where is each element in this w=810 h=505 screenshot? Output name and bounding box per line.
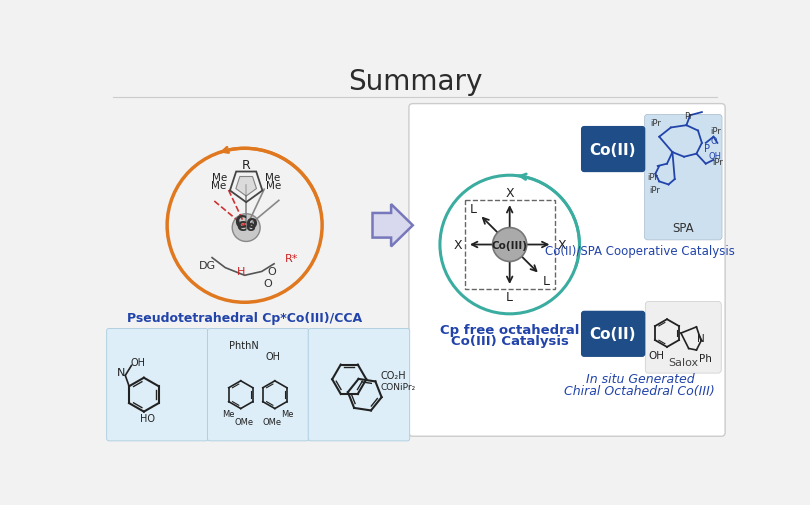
Text: P: P <box>705 144 710 154</box>
Text: OH: OH <box>648 350 664 360</box>
Text: Me: Me <box>281 410 293 419</box>
Text: Pr: Pr <box>684 112 693 120</box>
Text: O: O <box>267 267 276 277</box>
Text: iPr: iPr <box>713 158 723 167</box>
Text: N: N <box>697 333 705 343</box>
Text: L: L <box>506 290 514 303</box>
Text: Co(II)/SPA Cooperative Catalysis: Co(II)/SPA Cooperative Catalysis <box>545 245 735 258</box>
Text: Co(III) Catalysis: Co(III) Catalysis <box>450 335 569 347</box>
Text: X: X <box>454 238 462 251</box>
Text: Co: Co <box>237 220 256 234</box>
Text: X: X <box>557 238 566 251</box>
Text: Chiral Octahedral Co(III): Chiral Octahedral Co(III) <box>565 385 715 397</box>
Text: OH: OH <box>709 152 722 161</box>
Text: OH: OH <box>266 351 281 362</box>
Text: iPr: iPr <box>710 127 721 136</box>
FancyBboxPatch shape <box>107 329 208 441</box>
Text: L: L <box>543 275 550 288</box>
Circle shape <box>232 214 260 242</box>
Text: Ph: Ph <box>699 353 712 363</box>
Text: O: O <box>263 278 272 288</box>
Text: Cp free octahedral: Cp free octahedral <box>440 323 579 336</box>
Text: iPr: iPr <box>650 119 661 128</box>
Text: iPr: iPr <box>648 173 659 182</box>
Text: Co(III): Co(III) <box>492 240 527 250</box>
Text: OMe: OMe <box>262 417 281 426</box>
Text: Me: Me <box>266 181 282 191</box>
Text: Co: Co <box>234 214 258 232</box>
Text: CO₂H: CO₂H <box>380 371 406 381</box>
Circle shape <box>492 228 526 262</box>
Text: N: N <box>117 367 125 377</box>
Text: R: R <box>242 159 250 172</box>
Text: Co(II): Co(II) <box>590 327 636 342</box>
Text: R*: R* <box>284 253 298 263</box>
FancyBboxPatch shape <box>409 105 725 436</box>
Text: In situ Generated: In situ Generated <box>586 372 694 385</box>
Text: Salox: Salox <box>668 358 698 368</box>
Polygon shape <box>236 177 257 196</box>
Text: Co(II): Co(II) <box>590 142 636 157</box>
Text: X: X <box>505 187 514 200</box>
Text: Me: Me <box>222 410 235 419</box>
Text: Me: Me <box>211 181 226 191</box>
FancyBboxPatch shape <box>645 115 722 240</box>
FancyBboxPatch shape <box>207 329 309 441</box>
Text: HO: HO <box>140 413 156 423</box>
Text: CONiPr₂: CONiPr₂ <box>380 383 416 392</box>
FancyBboxPatch shape <box>308 329 410 441</box>
Text: OH: OH <box>130 358 145 368</box>
FancyArrow shape <box>373 205 413 247</box>
Text: Me: Me <box>212 173 228 183</box>
Text: SPA: SPA <box>672 222 694 235</box>
Text: DG: DG <box>199 261 216 271</box>
Text: O: O <box>711 137 718 146</box>
Text: Me: Me <box>265 173 280 183</box>
Text: OMe: OMe <box>234 417 254 426</box>
Text: H: H <box>237 267 245 277</box>
Text: PhthN: PhthN <box>229 340 258 350</box>
Text: L: L <box>470 202 476 215</box>
FancyBboxPatch shape <box>646 302 721 373</box>
Text: iPr: iPr <box>649 185 660 194</box>
FancyBboxPatch shape <box>581 127 646 173</box>
Text: Pseudotetrahedral Cp*Co(III)/CCA: Pseudotetrahedral Cp*Co(III)/CCA <box>127 312 362 325</box>
Text: Summary: Summary <box>348 68 482 96</box>
FancyBboxPatch shape <box>581 311 646 357</box>
